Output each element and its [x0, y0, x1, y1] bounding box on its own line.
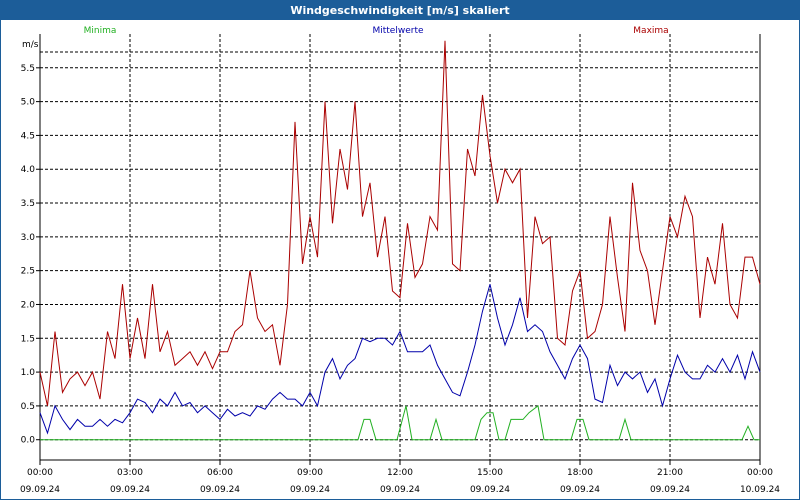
x-tick-time: 00:00: [27, 468, 53, 478]
x-tick-date: 09.09.24: [200, 485, 240, 495]
x-tick-date: 09.09.24: [20, 485, 60, 495]
x-tick-time: 00:00: [747, 468, 773, 478]
y-tick-label: 1.0: [21, 368, 36, 378]
legend: Minima Mittelwerte Maxima: [84, 26, 669, 36]
x-tick-time: 09:00: [297, 468, 323, 478]
x-tick-time: 06:00: [207, 468, 233, 478]
x-tick-time: 18:00: [567, 468, 593, 478]
legend-minima: Minima: [84, 26, 117, 36]
y-tick-label: 5.5: [21, 64, 35, 74]
axes: [36, 34, 761, 465]
x-tick-time: 21:00: [657, 468, 683, 478]
x-tick-date: 09.09.24: [380, 485, 420, 495]
x-tick-time: 03:00: [117, 468, 143, 478]
x-tick-labels: 00:00 09.09.24 03:00 09.09.24 06:00 09.09.24 0…: [20, 468, 780, 495]
y-tick-labels: 0.0 0.5 1.0 1.5 2.0 2.5 3.0 3.5 4.0 4.5 5.0 5.5: [21, 64, 36, 446]
x-tick-date: 09.09.24: [650, 485, 690, 495]
x-tick-date: 09.09.24: [470, 485, 510, 495]
window-title: Windgeschwindigkeit [m/s] skaliert: [1, 1, 799, 20]
y-tick-label: 2.0: [21, 300, 36, 310]
y-tick-label: 0.5: [21, 402, 35, 412]
legend-maxima: Maxima: [633, 26, 668, 36]
y-tick-label: 3.0: [21, 233, 36, 243]
y-tick-label: 5.0: [21, 98, 36, 108]
x-tick-date: 09.09.24: [110, 485, 150, 495]
x-tick-date: 09.09.24: [290, 485, 330, 495]
x-tick-date: 10.09.24: [740, 485, 780, 495]
x-tick-time: 12:00: [387, 468, 413, 478]
y-tick-label: 3.5: [21, 199, 35, 209]
series-line-maxima: [39, 40, 761, 407]
y-tick-label: 1.5: [21, 334, 35, 344]
y-tick-label: 4.0: [21, 165, 36, 175]
x-tick-time: 15:00: [477, 468, 503, 478]
x-tick-date: 09.09.24: [560, 485, 600, 495]
y-tick-label: 4.5: [21, 131, 35, 141]
y-tick-label: 0.0: [21, 436, 36, 446]
grid: [40, 34, 760, 460]
series-line-minima: [40, 405, 760, 441]
series-line-mittelwerte: [39, 284, 761, 435]
y-tick-label: 2.5: [21, 267, 35, 277]
y-axis-label: m/s: [22, 40, 39, 50]
chart-area: 0.0 0.5 1.0 1.5 2.0 2.5 3.0 3.5 4.0 4.5 5.0 5.5 00:…: [20, 26, 780, 495]
series-lines: [39, 40, 761, 441]
legend-mittelwerte: Mittelwerte: [372, 26, 423, 36]
